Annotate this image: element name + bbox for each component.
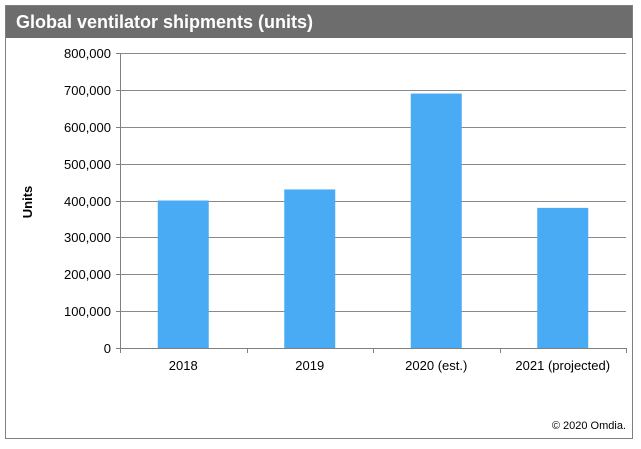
y-tick-label: 600,000 [64, 120, 111, 135]
axes [116, 53, 627, 353]
y-tick-label: 200,000 [64, 267, 111, 282]
x-tick-label: 2020 (est.) [405, 358, 467, 373]
bars [157, 93, 589, 348]
y-tick-label: 700,000 [64, 83, 111, 98]
y-tick-label: 300,000 [64, 230, 111, 245]
bar [537, 207, 589, 348]
x-tick-label: 2018 [169, 358, 198, 373]
bar [157, 200, 209, 348]
chart-frame: Global ventilator shipments (units) [5, 5, 633, 439]
copyright-text: © 2020 Omdia. [552, 420, 626, 432]
y-tick-label: 0 [104, 341, 111, 356]
y-tick-label: 100,000 [64, 304, 111, 319]
y-tick-label: 800,000 [64, 46, 111, 61]
x-tick-label: 2019 [295, 358, 324, 373]
x-tick-label: 2021 (projected) [515, 358, 610, 373]
y-axis-title: Units [20, 186, 35, 219]
chart-title: Global ventilator shipments (units) [6, 6, 632, 38]
bar [410, 93, 462, 348]
y-tick-label: 400,000 [64, 194, 111, 209]
y-tick-label: 500,000 [64, 157, 111, 172]
tick-labels: 0 100,000 200,000 300,000 400,000 500,000 600,… [64, 46, 610, 373]
bar [284, 189, 336, 348]
